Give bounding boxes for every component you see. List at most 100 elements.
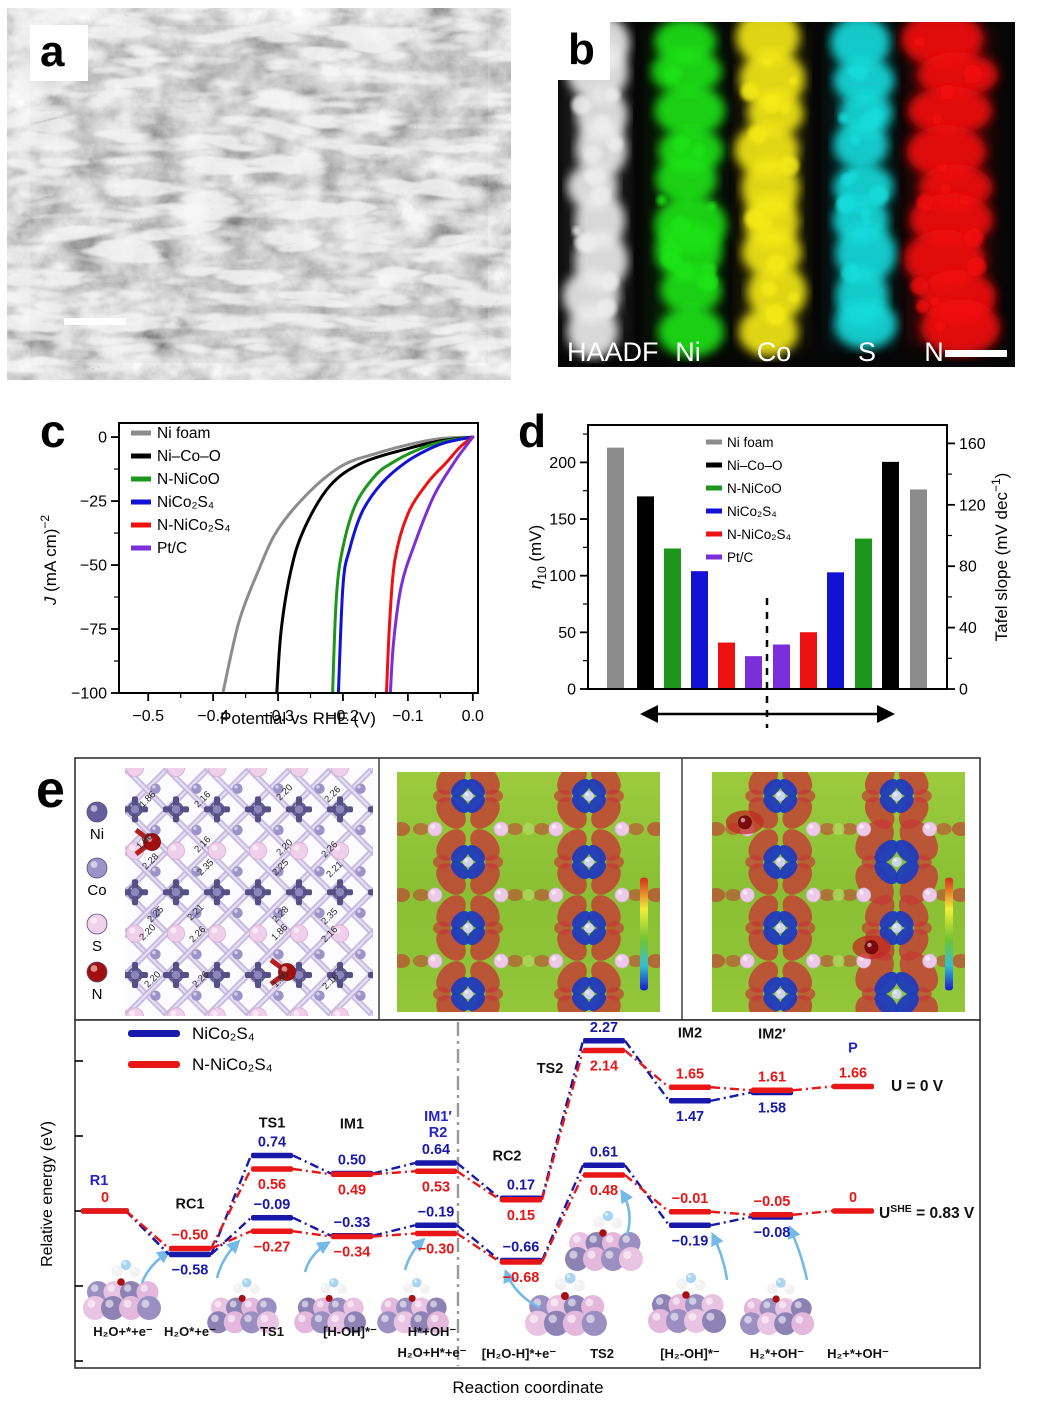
right-tick-label: 160: [959, 436, 986, 453]
x-tick-label: −0.4: [197, 708, 229, 725]
sulfur-atom: [207, 841, 226, 860]
cobalt-atom: [232, 783, 243, 794]
sphere-body: [232, 866, 243, 877]
sphere-highlight: [925, 890, 930, 895]
sphere-body: [120, 1259, 132, 1271]
molecule-cluster-icon: [648, 1272, 726, 1333]
energy-value-label: 0: [101, 1190, 109, 1206]
strip-speckle: [670, 215, 691, 236]
metal-atom-cap: [212, 805, 222, 814]
sphere-highlight: [778, 1301, 787, 1309]
y-tick-label: −50: [80, 558, 107, 575]
panel-a-sem-image: [30, 25, 488, 363]
sem-nanowire-texture: [30, 25, 488, 363]
metal-site: [583, 791, 594, 801]
metal-atom-cap: [130, 805, 140, 814]
sphere-body: [463, 923, 474, 933]
tspan: ): [992, 473, 1011, 479]
sulfur-red-lobe: [507, 889, 524, 901]
stage-name-label: IM1′: [424, 1109, 452, 1125]
panel-d-label: d: [518, 405, 547, 457]
tspan: Tafel slope (mV dec: [992, 492, 1011, 642]
sphere-highlight: [464, 858, 469, 862]
sphere-highlight: [193, 826, 197, 831]
energy-level-bar: [583, 1172, 625, 1178]
energy-value-label: −0.19: [672, 1233, 709, 1249]
sphere-body: [694, 1279, 706, 1291]
metal-atom-cap: [294, 970, 304, 980]
sphere-highlight: [152, 785, 156, 789]
sphere-body: [493, 821, 509, 837]
sphere-highlight: [113, 1267, 118, 1271]
charge-accumulation-lobe: [874, 971, 899, 996]
sphere-highlight: [777, 924, 781, 928]
charge-depletion-lobe: [745, 855, 764, 869]
energy-level-bar: [751, 1211, 793, 1218]
energy-connector-red: [210, 1230, 252, 1250]
energy-connector-blue: [372, 1224, 416, 1237]
sphere-highlight: [234, 785, 238, 789]
sphere-highlight: [496, 824, 502, 829]
charge-accumulation-lobe: [874, 860, 899, 885]
sphere-body: [331, 768, 349, 777]
nitrogen-site: [238, 1294, 246, 1302]
tspan: η: [526, 580, 545, 589]
x-tick-label: −0.2: [327, 708, 359, 725]
sphere-body: [685, 1272, 697, 1284]
lsv-curve-N-NiCo₂S₄: [385, 435, 475, 693]
edge-lobe: [952, 888, 965, 902]
hydrogen-atom: [420, 1284, 431, 1295]
sphere-body: [805, 953, 821, 969]
sphere-body: [191, 949, 202, 960]
cobalt-atom: [150, 866, 161, 877]
bar-tafel-Ni–Co–O: [882, 461, 899, 689]
sphere-highlight: [122, 1261, 127, 1265]
sphere-highlight: [496, 890, 502, 895]
sphere-body: [355, 990, 366, 1001]
sphere-highlight: [617, 956, 623, 961]
sphere-body: [583, 791, 594, 801]
sphere-highlight: [430, 824, 436, 829]
energy-connector-red: [540, 1050, 585, 1201]
energy-connector-red: [456, 1170, 501, 1201]
panel-a-label: a: [40, 27, 65, 76]
metal-atom-cap: [294, 805, 304, 814]
charge-accumulation-lobe: [895, 839, 919, 864]
oxygen-atom: [328, 1277, 339, 1288]
sphere-highlight: [795, 1315, 804, 1324]
sphere-highlight: [193, 992, 197, 996]
sphere-highlight: [397, 1314, 406, 1323]
sphere-highlight: [244, 1300, 252, 1308]
charge-depletion-lobe: [605, 921, 624, 935]
strip-blob: [741, 227, 802, 277]
strip-speckle: [966, 257, 987, 277]
reaction-step-label: H₂O*+e⁻: [164, 1324, 216, 1339]
charge-depletion-lobe: [605, 987, 624, 1001]
sphere-highlight: [214, 1300, 222, 1308]
sphere-highlight: [152, 909, 156, 913]
sphere-highlight: [742, 956, 748, 961]
sphere-body: [191, 824, 202, 836]
sphere-body: [593, 1216, 605, 1228]
strip-speckle: [663, 65, 682, 83]
sphere-highlight: [740, 817, 746, 823]
sphere-highlight: [334, 844, 341, 851]
sphere-highlight: [399, 1300, 407, 1308]
sphere-highlight: [275, 826, 279, 831]
sulfur-site: [427, 953, 443, 969]
cobalt-atom: [314, 866, 325, 877]
sphere-body: [355, 783, 366, 794]
sphere-highlight: [777, 990, 781, 994]
surface-atom: [256, 1311, 279, 1334]
hydrogen-atom: [111, 1265, 123, 1277]
strip-blob: [834, 299, 897, 349]
tspan: (mV): [526, 525, 545, 567]
sphere-highlight: [107, 1284, 115, 1292]
sphere-highlight: [244, 1314, 252, 1323]
energy-value-label: 1.61: [758, 1069, 786, 1085]
sulfur-atom: [167, 1007, 185, 1016]
surface-atom: [294, 1311, 317, 1334]
stage-name-label: IM2: [678, 1025, 702, 1041]
strip-speckle: [841, 173, 855, 187]
sphere-highlight: [252, 927, 259, 934]
